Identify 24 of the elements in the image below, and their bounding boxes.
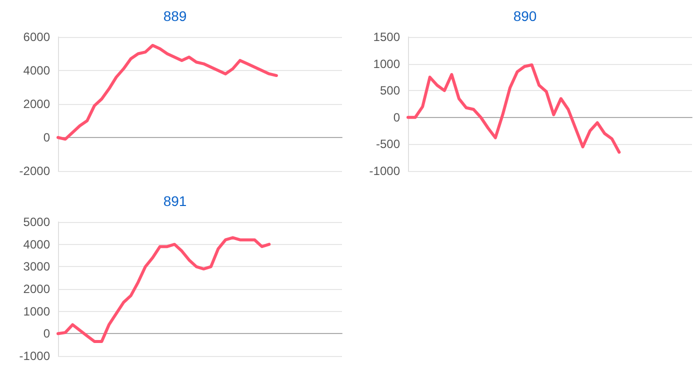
- chart-title: 890: [513, 8, 537, 24]
- y-tick-label: 1000: [23, 304, 50, 318]
- y-tick-label: -1000: [19, 349, 50, 363]
- line-series: [56, 44, 278, 141]
- y-tick-label: 1500: [373, 30, 400, 44]
- y-tick-label: 0: [43, 130, 50, 144]
- y-tick-label: 4000: [23, 237, 50, 252]
- y-tick-label: 5000: [23, 215, 50, 229]
- y-tick-label: -500: [376, 137, 400, 152]
- y-tick-label: 2000: [23, 97, 50, 111]
- y-tick-label: 0: [43, 326, 50, 341]
- y-tick-label: 500: [380, 84, 400, 98]
- y-tick-label: 4000: [23, 64, 50, 78]
- y-tick-label: 0: [393, 110, 400, 124]
- chart-title: 891: [163, 193, 187, 209]
- y-tick-label: 3000: [23, 260, 50, 274]
- y-tick-label: -2000: [19, 164, 50, 178]
- line-series: [406, 63, 621, 154]
- y-tick-label: 1000: [373, 56, 400, 71]
- line-series: [56, 236, 271, 343]
- chart-title: 889: [163, 8, 187, 24]
- y-tick-label: 2000: [23, 282, 50, 296]
- y-tick-label: 6000: [23, 30, 50, 44]
- y-tick-label: -1000: [369, 164, 400, 178]
